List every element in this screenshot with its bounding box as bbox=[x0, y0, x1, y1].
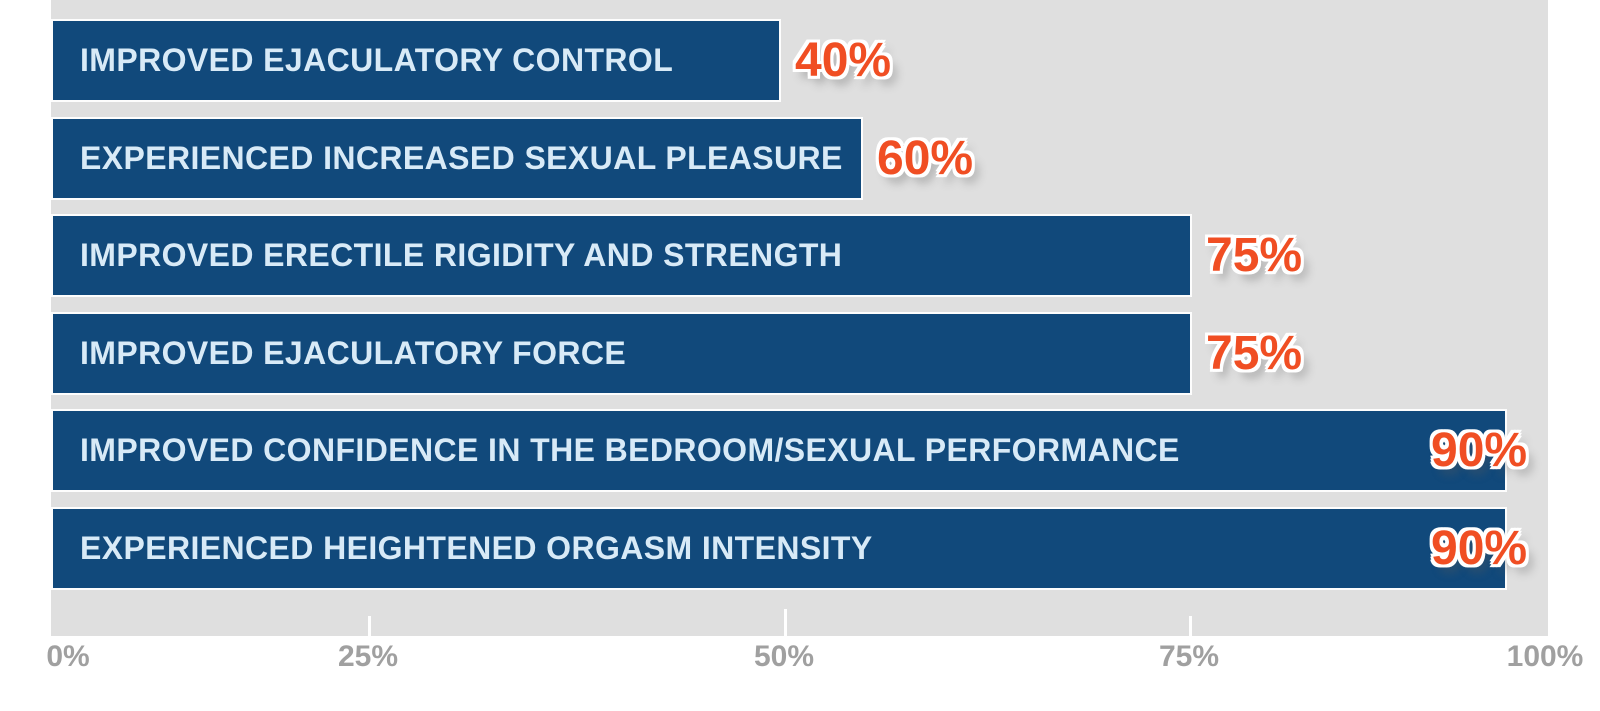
bar-row: IMPROVED ERECTILE RIGIDITY AND STRENGTH 7… bbox=[53, 216, 1527, 295]
axis-tick-mark bbox=[784, 609, 787, 636]
bar-value-label: 60% bbox=[877, 131, 974, 185]
bar: EXPERIENCED HEIGHTENED ORGASM INTENSITY bbox=[53, 508, 1505, 588]
plot-area: IMPROVED EJACULATORY CONTROL 40% EXPERIENC… bbox=[51, 0, 1548, 636]
axis-tick-label: 25% bbox=[337, 640, 399, 673]
bar-category-label: EXPERIENCED HEIGHTENED ORGASM INTENSITY bbox=[80, 529, 873, 566]
bars-container: IMPROVED EJACULATORY CONTROL 40% EXPERIENC… bbox=[53, 21, 1527, 588]
bar-category-label: IMPROVED EJACULATORY FORCE bbox=[80, 334, 627, 371]
bar-value-label: 40% bbox=[795, 34, 892, 87]
bar-row: EXPERIENCED HEIGHTENED ORGASM INTENSITY 9… bbox=[53, 508, 1528, 588]
bar-row: IMPROVED EJACULATORY FORCE 75% bbox=[53, 313, 1527, 393]
bar-category-label: EXPERIENCED INCREASED SEXUAL PLEASURE bbox=[80, 139, 843, 176]
axis-tick-mark bbox=[1189, 616, 1192, 636]
bar-category-label: IMPROVED ERECTILE RIGIDITY AND STRENGTH bbox=[80, 237, 843, 273]
axis-tick-mark bbox=[368, 616, 371, 636]
axis-tick-label: 100% bbox=[1506, 640, 1584, 673]
bar: IMPROVED EJACULATORY CONTROL bbox=[53, 21, 779, 100]
axis-tick-label: 50% bbox=[753, 640, 815, 673]
x-axis: 0% 25% 50% 75% 100% bbox=[46, 636, 1583, 711]
bar-row: IMPROVED EJACULATORY CONTROL 40% bbox=[53, 21, 1527, 100]
bar: IMPROVED EJACULATORY FORCE bbox=[53, 313, 1190, 393]
bar: EXPERIENCED INCREASED SEXUAL PLEASURE bbox=[53, 118, 861, 198]
bar-category-label: IMPROVED EJACULATORY CONTROL bbox=[80, 42, 674, 78]
bar: IMPROVED ERECTILE RIGIDITY AND STRENGTH bbox=[53, 216, 1190, 295]
bar-row: EXPERIENCED INCREASED SEXUAL PLEASURE 60% bbox=[53, 118, 1527, 198]
bar-value-label: 90% bbox=[1431, 521, 1528, 575]
bar-row: IMPROVED CONFIDENCE IN THE BEDROOM/SEXUA… bbox=[53, 411, 1527, 490]
bar-value-label: 75% bbox=[1206, 326, 1303, 380]
bar-category-label: IMPROVED CONFIDENCE IN THE BEDROOM/SEXUA… bbox=[80, 432, 1180, 468]
bar-value-label: 90% bbox=[1431, 424, 1528, 477]
axis-tick-label: 0% bbox=[46, 640, 90, 673]
bar-value-label: 75% bbox=[1206, 229, 1303, 282]
bar: IMPROVED CONFIDENCE IN THE BEDROOM/SEXUA… bbox=[53, 411, 1505, 490]
axis-tick-label: 75% bbox=[1158, 640, 1220, 673]
